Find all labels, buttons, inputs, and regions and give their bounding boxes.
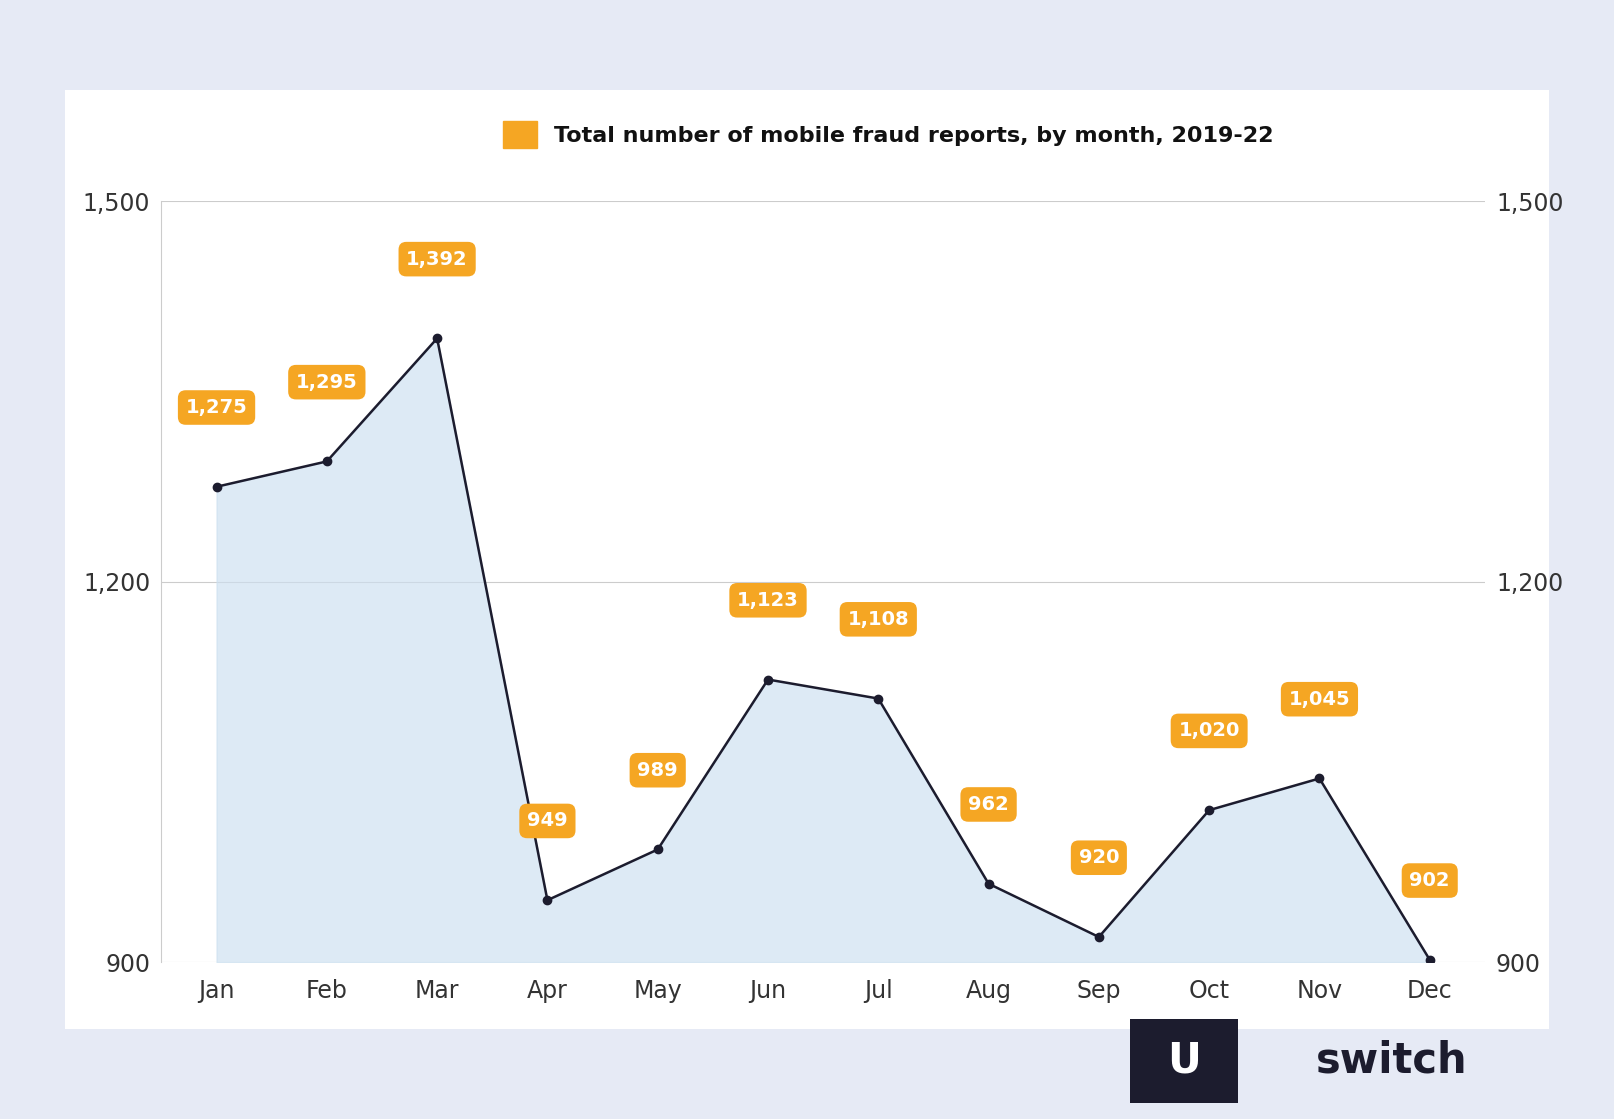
Text: 920: 920	[1078, 848, 1119, 867]
Text: 1,108: 1,108	[847, 610, 909, 629]
Text: 1,045: 1,045	[1288, 689, 1351, 708]
FancyBboxPatch shape	[1130, 1018, 1238, 1103]
FancyBboxPatch shape	[65, 90, 1549, 1029]
Text: 949: 949	[528, 811, 568, 830]
Text: 989: 989	[638, 761, 678, 780]
Text: 1,295: 1,295	[295, 373, 358, 392]
Legend: Total number of mobile fraud reports, by month, 2019-22: Total number of mobile fraud reports, by…	[504, 121, 1273, 149]
Text: 1,392: 1,392	[407, 250, 468, 269]
Text: U: U	[1167, 1040, 1201, 1082]
Text: 1,275: 1,275	[186, 398, 247, 417]
Text: 902: 902	[1409, 871, 1449, 890]
Text: 962: 962	[968, 794, 1009, 814]
Text: switch: switch	[1315, 1040, 1467, 1082]
Text: 1,123: 1,123	[738, 591, 799, 610]
Text: 1,020: 1,020	[1178, 722, 1240, 741]
